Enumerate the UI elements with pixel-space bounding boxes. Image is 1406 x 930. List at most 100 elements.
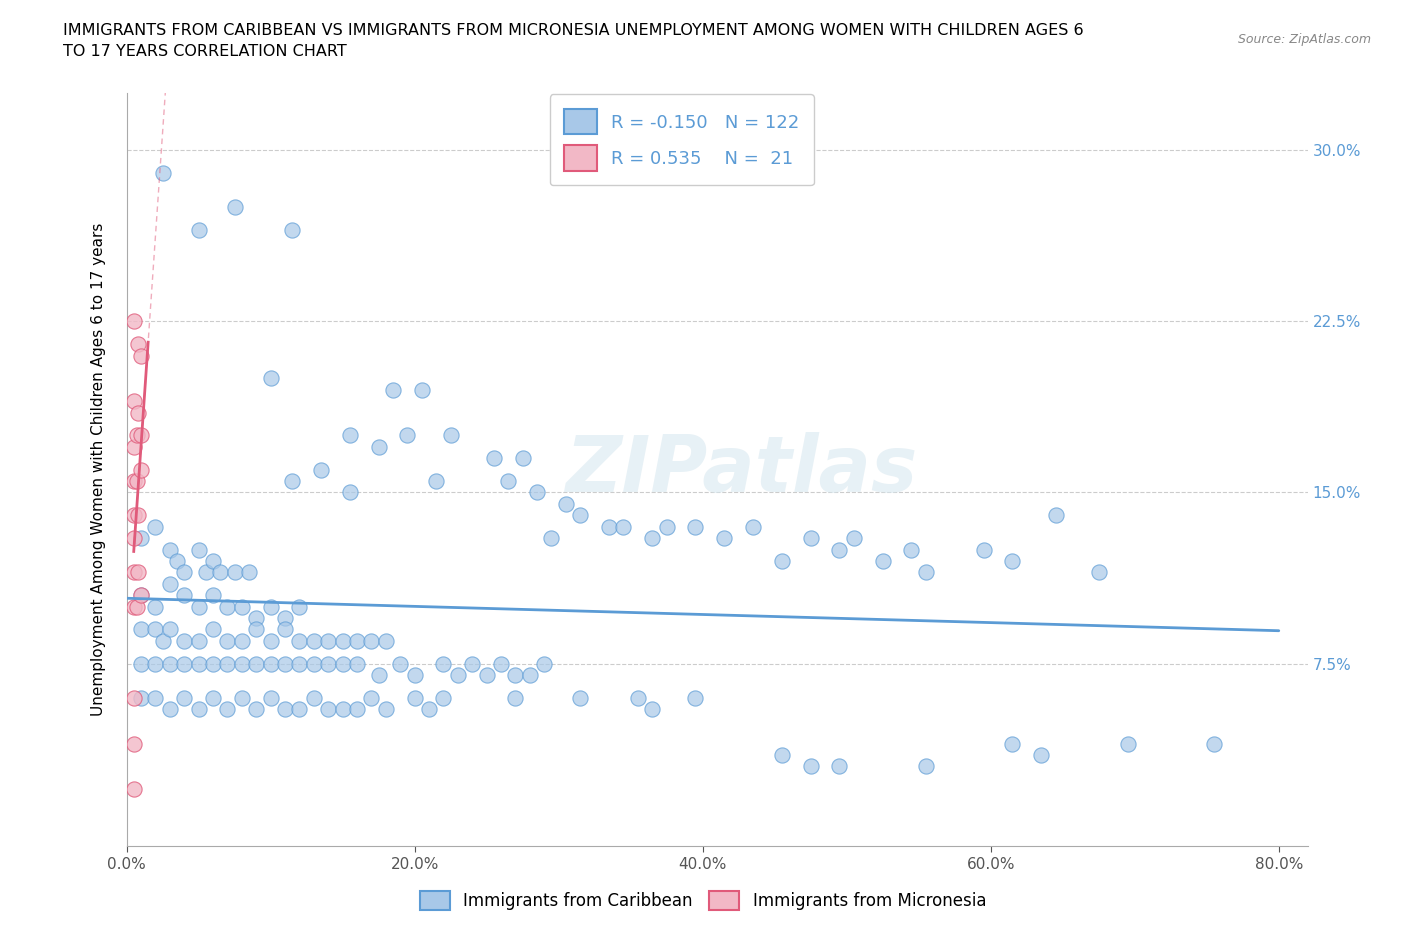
Point [129, 462, 152, 477]
Point [127, 405, 149, 420]
Point [770, 748, 793, 763]
Point [129, 622, 152, 637]
Point [127, 508, 149, 523]
Point [122, 313, 145, 328]
Point [231, 690, 253, 705]
Point [127, 337, 149, 352]
Point [281, 473, 304, 488]
Point [418, 702, 440, 717]
Point [129, 531, 152, 546]
Point [129, 588, 152, 603]
Point [1202, 737, 1225, 751]
Point [127, 565, 149, 579]
Point [143, 622, 166, 637]
Point [159, 622, 181, 637]
Point [187, 542, 209, 557]
Point [238, 565, 260, 579]
Point [125, 599, 148, 614]
Point [598, 519, 620, 534]
Point [1001, 553, 1024, 568]
Point [259, 690, 281, 705]
Point [900, 542, 922, 557]
Point [122, 473, 145, 488]
Point [224, 200, 246, 215]
Y-axis label: Unemployment Among Women with Children Ages 6 to 17 years: Unemployment Among Women with Children A… [91, 223, 105, 716]
Point [915, 565, 938, 579]
Point [512, 451, 534, 466]
Point [302, 657, 325, 671]
Point [685, 519, 707, 534]
Point [302, 690, 325, 705]
Point [143, 519, 166, 534]
Point [641, 531, 664, 546]
Point [374, 633, 396, 648]
Point [129, 690, 152, 705]
Point [1001, 737, 1024, 751]
Point [828, 759, 851, 774]
Point [122, 565, 145, 579]
Point [489, 657, 512, 671]
Point [533, 657, 555, 671]
Point [245, 622, 267, 637]
Point [288, 702, 311, 717]
Point [274, 657, 297, 671]
Legend: Immigrants from Caribbean, Immigrants from Micronesia: Immigrants from Caribbean, Immigrants fr… [413, 884, 993, 917]
Point [129, 657, 152, 671]
Point [612, 519, 634, 534]
Point [143, 657, 166, 671]
Point [288, 657, 311, 671]
Point [125, 428, 148, 443]
Point [404, 690, 426, 705]
Point [800, 759, 823, 774]
Point [872, 553, 894, 568]
Point [159, 577, 181, 591]
Point [152, 633, 174, 648]
Point [685, 690, 707, 705]
Point [274, 702, 297, 717]
Point [828, 542, 851, 557]
Point [332, 702, 354, 717]
Point [173, 690, 195, 705]
Point [187, 657, 209, 671]
Point [302, 633, 325, 648]
Point [800, 531, 823, 546]
Point [316, 657, 339, 671]
Point [1116, 737, 1139, 751]
Point [842, 531, 865, 546]
Point [461, 657, 484, 671]
Point [245, 657, 267, 671]
Point [173, 657, 195, 671]
Point [201, 657, 224, 671]
Point [404, 668, 426, 683]
Point [122, 439, 145, 454]
Point [129, 588, 152, 603]
Point [973, 542, 995, 557]
Point [346, 702, 368, 717]
Point [519, 668, 541, 683]
Point [259, 371, 281, 386]
Point [245, 702, 267, 717]
Point [217, 657, 239, 671]
Point [374, 702, 396, 717]
Point [201, 622, 224, 637]
Point [143, 599, 166, 614]
Point [129, 348, 152, 363]
Point [122, 737, 145, 751]
Point [231, 657, 253, 671]
Point [201, 553, 224, 568]
Point [360, 690, 382, 705]
Point [245, 611, 267, 626]
Point [259, 599, 281, 614]
Point [274, 611, 297, 626]
Point [231, 599, 253, 614]
Point [274, 622, 297, 637]
Point [389, 657, 412, 671]
Point [411, 382, 433, 397]
Point [447, 668, 470, 683]
Point [554, 497, 576, 512]
Point [1087, 565, 1109, 579]
Point [224, 565, 246, 579]
Point [159, 702, 181, 717]
Text: TO 17 YEARS CORRELATION CHART: TO 17 YEARS CORRELATION CHART [63, 44, 347, 59]
Point [332, 657, 354, 671]
